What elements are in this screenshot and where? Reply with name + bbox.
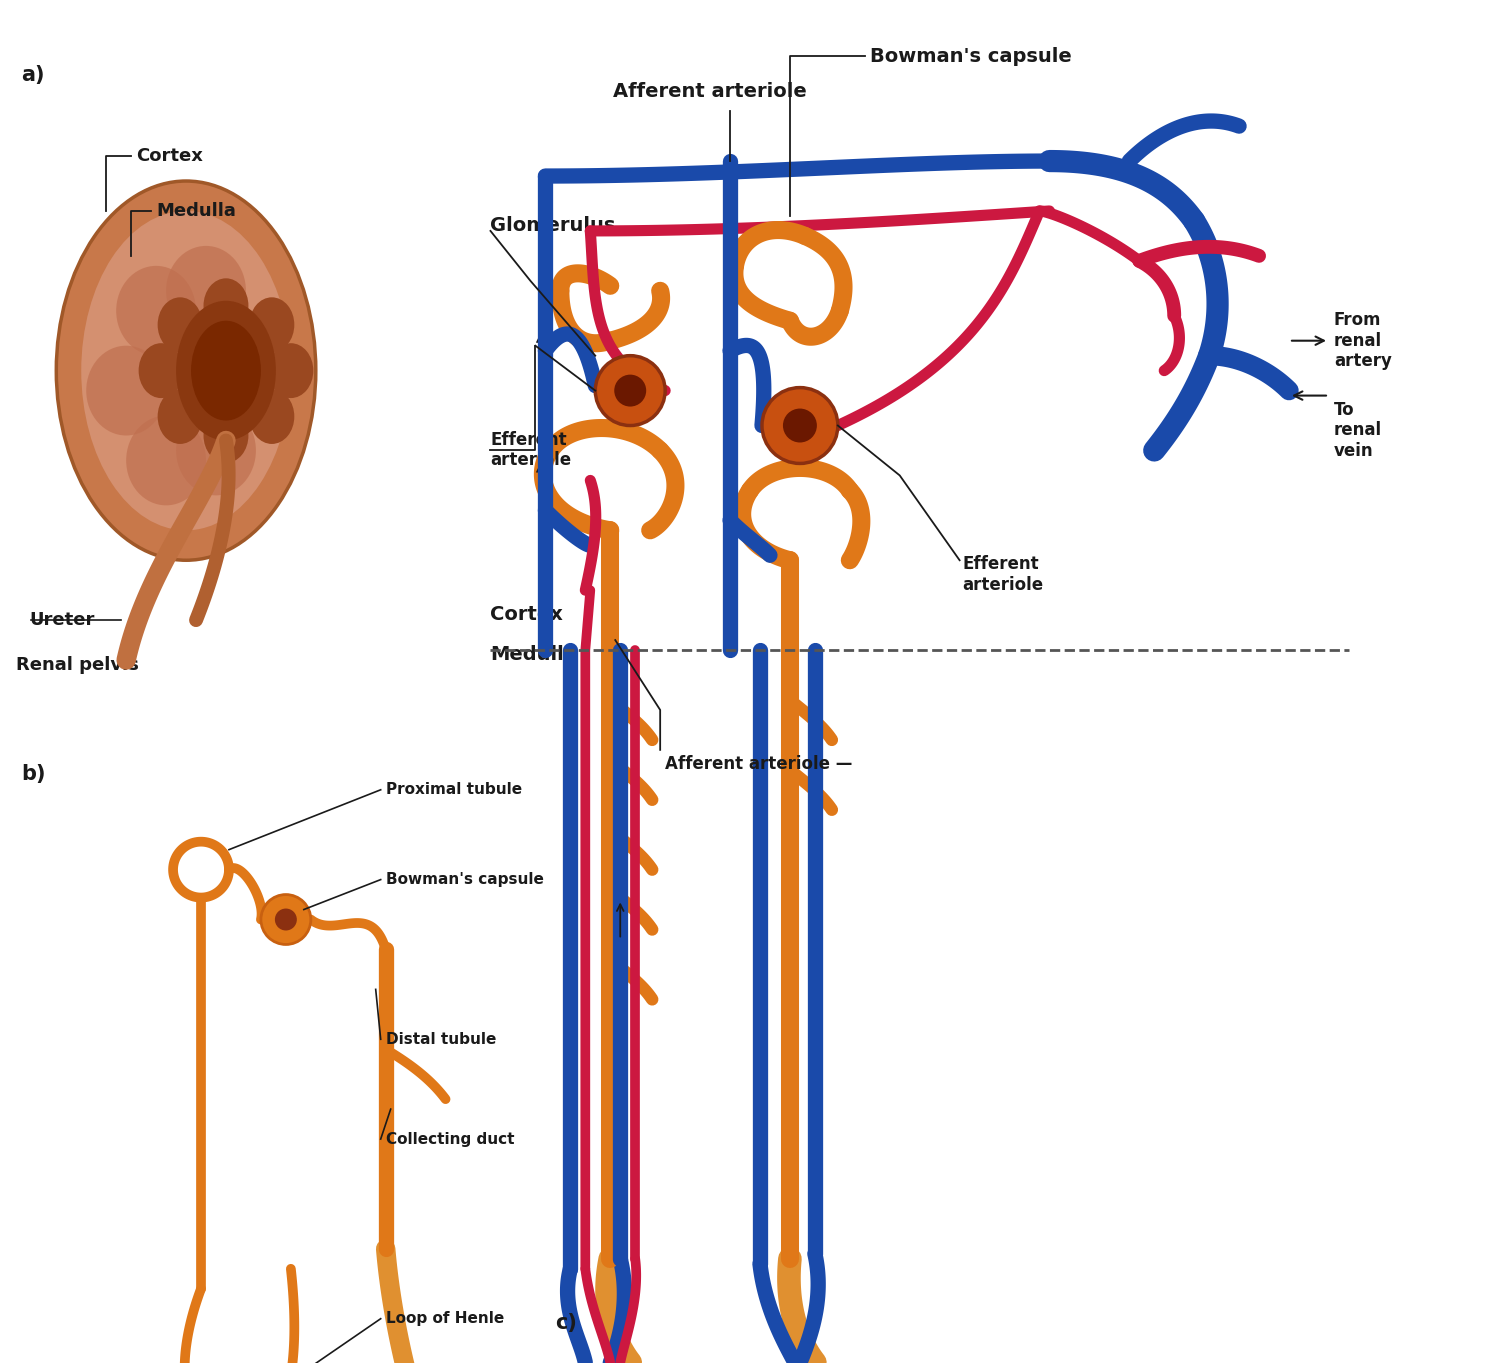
Text: Cortex: Cortex — [136, 147, 202, 165]
Circle shape — [762, 387, 839, 464]
Ellipse shape — [268, 344, 314, 398]
Text: Bowman's capsule: Bowman's capsule — [386, 872, 543, 887]
Text: Efferent
arteriole: Efferent arteriole — [490, 431, 572, 469]
Ellipse shape — [249, 297, 294, 352]
Text: Efferent
arteriole: Efferent arteriole — [963, 555, 1044, 595]
Ellipse shape — [57, 181, 316, 561]
Text: b): b) — [21, 764, 46, 784]
Text: c): c) — [555, 1312, 578, 1333]
Text: Cortex: Cortex — [490, 606, 564, 625]
Text: Bowman's capsule: Bowman's capsule — [870, 46, 1071, 65]
Text: Ureter: Ureter — [30, 611, 94, 629]
Ellipse shape — [158, 389, 203, 443]
Text: Loop of Henle: Loop of Henle — [386, 1311, 504, 1326]
Circle shape — [274, 908, 297, 930]
Ellipse shape — [158, 297, 203, 352]
Text: Glomerulus: Glomerulus — [490, 217, 616, 236]
Text: Medulla: Medulla — [156, 202, 236, 220]
Text: From
renal
artery: From renal artery — [1334, 311, 1392, 371]
Ellipse shape — [204, 278, 249, 333]
Circle shape — [596, 356, 664, 426]
Ellipse shape — [126, 416, 206, 505]
Ellipse shape — [249, 389, 294, 443]
Ellipse shape — [81, 211, 291, 531]
Ellipse shape — [86, 345, 166, 435]
Text: Proximal tubule: Proximal tubule — [386, 783, 522, 798]
Circle shape — [783, 409, 818, 442]
Ellipse shape — [116, 266, 196, 356]
Text: a): a) — [21, 65, 45, 85]
Ellipse shape — [196, 336, 276, 426]
Ellipse shape — [176, 301, 276, 441]
Ellipse shape — [204, 408, 249, 462]
Text: Collecting duct: Collecting duct — [386, 1132, 514, 1147]
Ellipse shape — [138, 344, 183, 398]
Text: Renal pelvis: Renal pelvis — [16, 656, 140, 674]
Text: Medulla: Medulla — [490, 645, 578, 664]
Circle shape — [615, 375, 646, 406]
Ellipse shape — [166, 246, 246, 336]
Text: To
renal
vein: To renal vein — [1334, 401, 1382, 460]
Text: Afferent arteriole —: Afferent arteriole — — [664, 754, 852, 773]
Text: Distal tubule: Distal tubule — [386, 1031, 496, 1046]
Text: Afferent arteriole: Afferent arteriole — [614, 82, 807, 101]
Ellipse shape — [176, 405, 256, 495]
Ellipse shape — [190, 321, 261, 420]
Circle shape — [261, 895, 310, 944]
